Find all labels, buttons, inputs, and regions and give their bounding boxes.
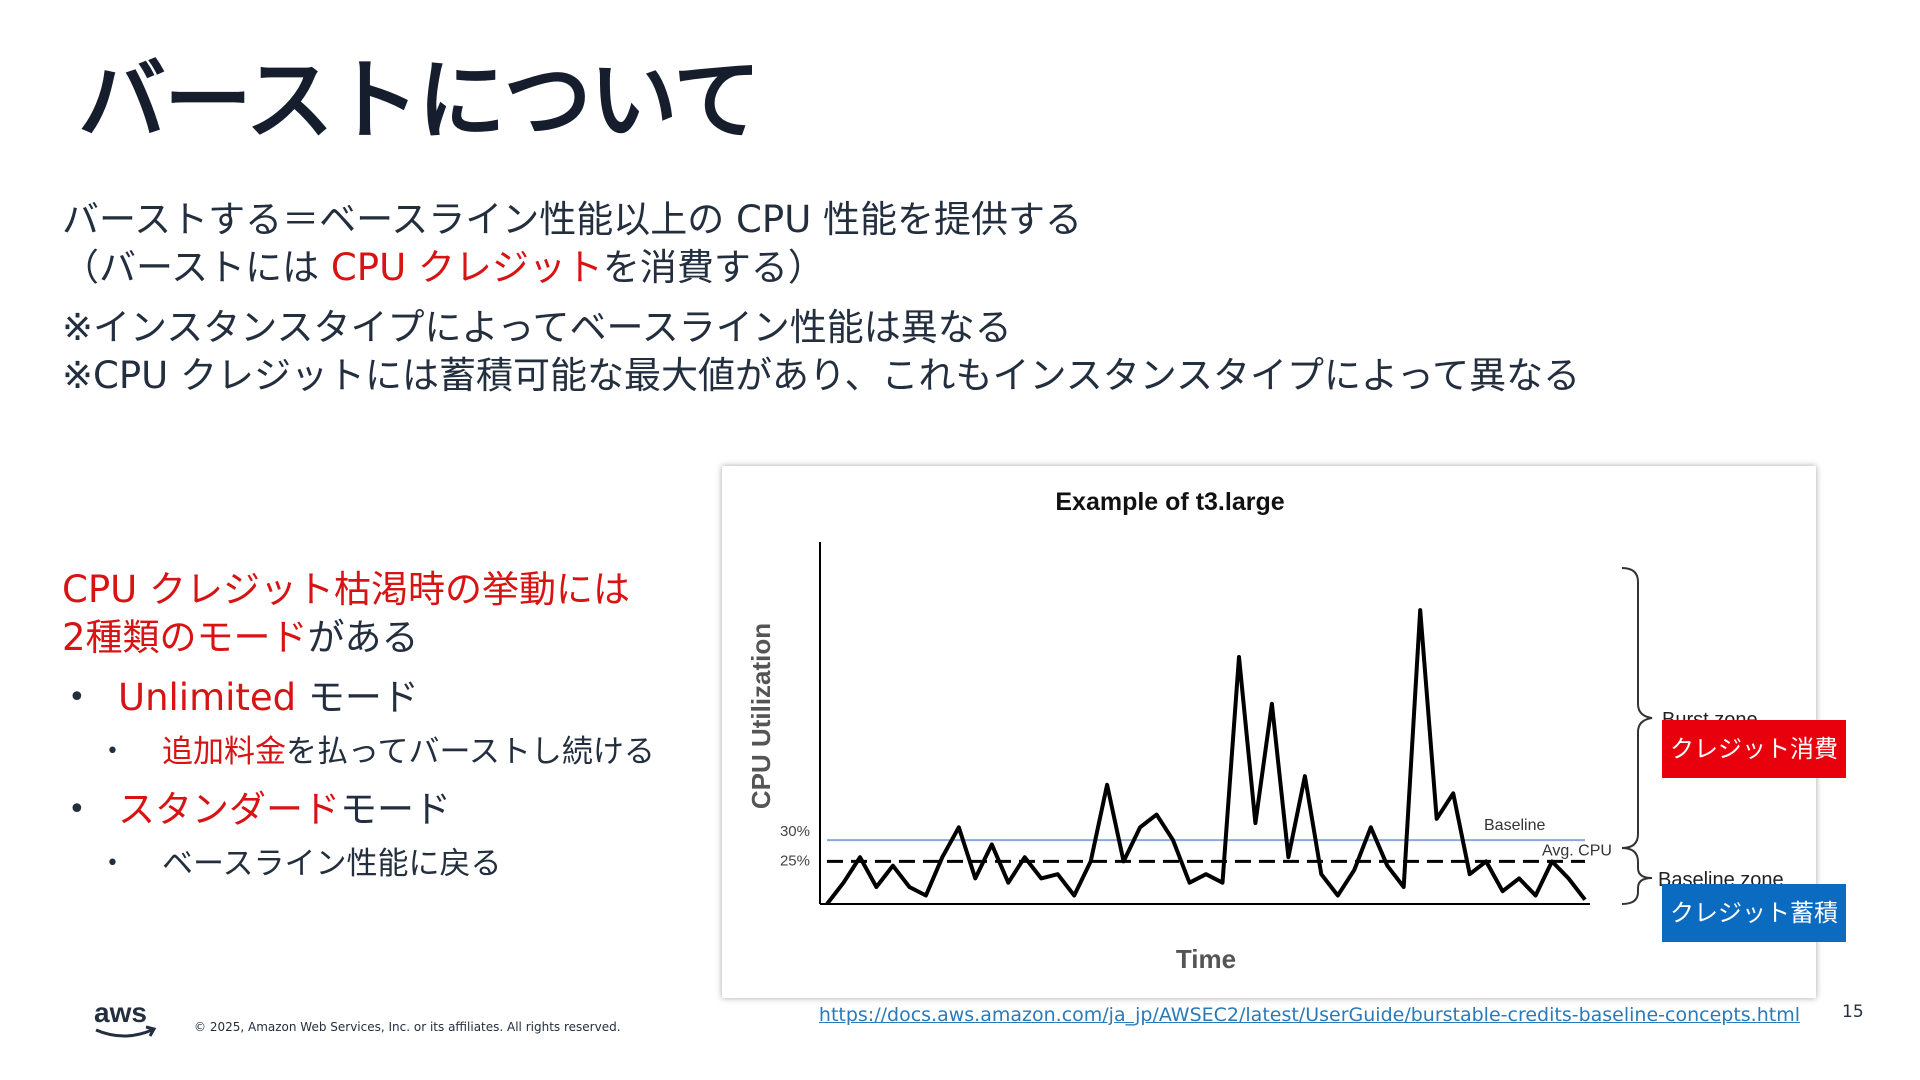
mode-unlimited-name: Unlimited [118, 676, 297, 719]
slide-title: バーストについて [78, 49, 761, 152]
aws-smile-icon [95, 1028, 153, 1038]
modes-heading-1: CPU クレジット枯渇時の挙動には [62, 568, 630, 611]
intro-line-1: バーストする＝ベースライン性能以上の CPU 性能を提供する [62, 198, 1083, 241]
mode-unlimited-suffix: モード [296, 676, 419, 719]
credit-accumulate-tag: クレジット蓄積 [1662, 884, 1846, 942]
docs-link[interactable]: https://docs.aws.amazon.com/ja_jp/AWSEC2… [818, 1004, 1800, 1026]
mode-standard: スタンダードモード [62, 786, 655, 834]
baseline-zone-bracket [1621, 847, 1653, 905]
intro-text: バーストする＝ベースライン性能以上の CPU 性能を提供する （バーストには C… [62, 196, 1580, 400]
mode-standard-sub-post: ベースライン性能に戻る [162, 846, 502, 882]
mode-standard-name: スタンダード [118, 788, 340, 831]
mode-standard-sub: ベースライン性能に戻る [62, 842, 655, 886]
x-axis-label: Time [1176, 944, 1236, 974]
credit-consume-tag: クレジット消費 [1662, 720, 1846, 778]
chart-svg: Example of t3.large CPU Utilization Time… [746, 488, 1784, 974]
y-tick-30: 30% [780, 823, 810, 840]
note-line-2: ※CPU クレジットには蓄積可能な最大値があり、これもインスタンスタイプによって… [62, 354, 1581, 397]
modes-heading-red: 2種類のモード [62, 616, 308, 659]
intro-line-2-post: を消費する） [602, 246, 825, 289]
aws-logo: aws [94, 997, 157, 1038]
chart-title: Example of t3.large [1055, 488, 1284, 516]
aws-logo-text: aws [94, 997, 147, 1028]
avg-cpu-label: Avg. CPU [1542, 842, 1612, 859]
mode-unlimited-sub: 追加料金を払ってバーストし続ける [62, 730, 655, 774]
page-number: 15 [1842, 1002, 1864, 1022]
intro-line-2: （バーストには CPU クレジットを消費する） [62, 244, 1580, 292]
aws-arrow-icon [145, 1025, 157, 1037]
cpu-series-line [825, 608, 1587, 906]
y-tick-25: 25% [780, 852, 810, 869]
mode-unlimited-sub-red: 追加料金 [162, 734, 286, 770]
mode-standard-suffix: モード [340, 788, 451, 831]
modes-heading-post: がある [307, 616, 419, 659]
modes-section: CPU クレジット枯渇時の挙動には 2種類のモードがある Unlimited モ… [62, 566, 655, 886]
note-line-1: ※インスタンスタイプによってベースライン性能は異なる [62, 306, 1012, 349]
burst-zone-bracket [1621, 567, 1653, 849]
baseline-label: Baseline [1484, 817, 1545, 834]
cpu-credit-highlight: CPU クレジット [330, 246, 603, 289]
modes-heading-2: 2種類のモードがある [62, 614, 655, 662]
copyright-text: © 2025, Amazon Web Services, Inc. or its… [194, 1020, 621, 1034]
mode-unlimited: Unlimited モード [62, 674, 655, 722]
mode-unlimited-sub-post: を払ってバーストし続ける [286, 734, 655, 770]
intro-line-2-pre: （バーストには [62, 246, 331, 289]
cpu-burst-chart: Example of t3.large CPU Utilization Time… [722, 466, 1816, 998]
y-axis-label: CPU Utilization [746, 623, 776, 809]
